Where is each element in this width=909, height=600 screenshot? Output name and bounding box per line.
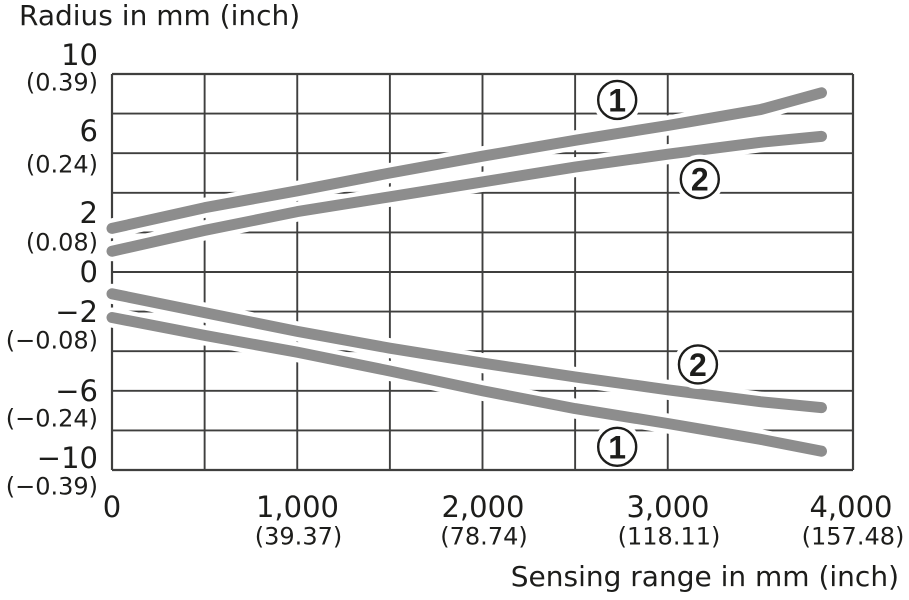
curve-marker-circle	[677, 344, 719, 385]
y-tick-2-inch: (0.08)	[25, 228, 98, 256]
x-tick-4000-mm: 4,000	[809, 489, 893, 524]
x-tick-2000-mm: 2,000	[441, 489, 525, 524]
curve-1	[106, 87, 827, 234]
y-tick-0-mm: 0	[79, 254, 98, 289]
x-axis-title: Sensing range in mm (inch)	[510, 560, 899, 593]
x-tick-4000-inch: (157.48)	[801, 522, 905, 551]
y-tick-neg10-mm: −10	[36, 440, 98, 475]
curve-marker-label: 2	[689, 347, 707, 383]
y-tick-neg2-mm: −2	[55, 294, 98, 329]
curve-marker-label: 1	[608, 429, 626, 465]
chart-title: Radius in mm (inch)	[19, 0, 301, 32]
y-tick-2-mm: 2	[79, 195, 98, 230]
curve-marker-circle	[596, 426, 638, 468]
y-tick-neg2-inch: (−0.08)	[5, 326, 98, 355]
x-tick-1000-inch: (39.37)	[254, 522, 343, 551]
curve-marker-circle	[596, 79, 638, 121]
y-tick-10-mm: 10	[61, 37, 98, 72]
curve-marker-label: 2	[691, 162, 709, 198]
x-tick-2000-inch: (78.74)	[440, 522, 528, 551]
y-tick-6-mm: 6	[79, 114, 98, 148]
curve-2	[106, 130, 827, 257]
x-tick-3000-mm: 3,000	[626, 489, 710, 524]
curve-marker-circle	[679, 158, 720, 200]
y-tick-6-inch: (0.24)	[25, 150, 98, 178]
y-tick-neg6-mm: −6	[55, 373, 98, 408]
curve-1	[106, 312, 827, 457]
y-tick-neg6-inch: (−0.24)	[5, 404, 98, 432]
y-tick-neg10-inch: (−0.39)	[5, 472, 98, 500]
x-tick-1000-mm: 1,000	[255, 489, 340, 524]
x-tick-0-mm: 0	[102, 489, 122, 524]
y-tick-10-inch: (0.39)	[25, 68, 98, 96]
curve-2	[106, 288, 827, 414]
x-tick-3000-inch: (118.11)	[617, 522, 721, 551]
curve-marker-label: 1	[608, 82, 626, 118]
